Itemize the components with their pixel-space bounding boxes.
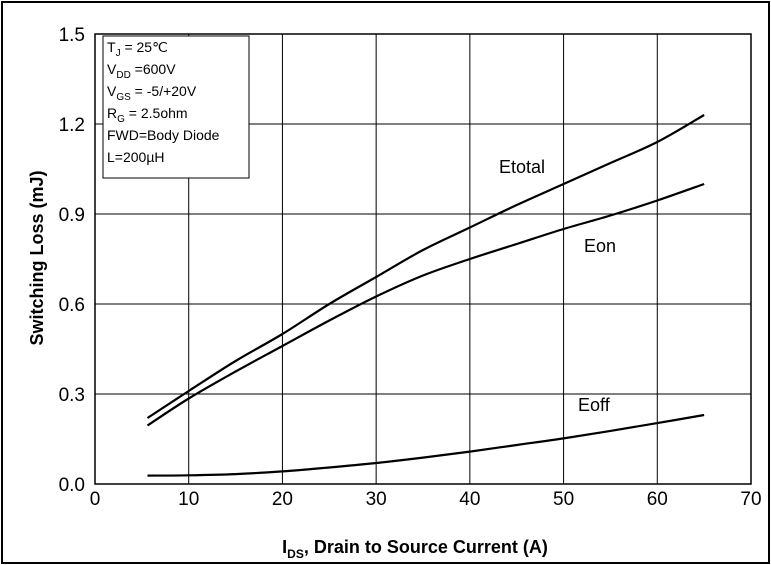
x-axis-title-symbol: I [282,537,287,557]
x-tick-label: 60 [647,489,668,510]
condition-line: L=200µH [107,149,165,165]
condition-line: RG = 2.5ohm [107,105,188,125]
y-tick-label: 1.5 [59,25,85,46]
y-tick-label: 0.6 [59,295,85,316]
series-line-eoff [147,413,705,477]
condition-line: TJ = 25℃ [107,39,168,59]
x-tick-label: 30 [366,489,387,510]
x-tick-label: 70 [740,489,761,510]
series-label-etotal: Etotal [499,157,545,177]
tick-labels: 0 10 20 30 40 50 60 70 0.0 0.3 0.6 0.9 1.2 1.5 [59,25,762,510]
x-tick-label: 10 [178,489,199,510]
series-line-eon [146,182,705,427]
y-tick-label: 0.0 [59,475,85,496]
y-axis-title: Switching Loss (mJ) [27,170,47,345]
condition-line: VDD =600V [107,61,176,81]
y-tick-label: 1.2 [59,115,85,136]
plot-area-border [94,33,752,485]
x-tick-label: 0 [90,489,101,510]
x-tick-label: 50 [553,489,574,510]
x-tick-label: 40 [459,489,480,510]
series-lines: Etotal Eon Eoff [146,114,705,477]
x-axis-title: IDS, Drain to Source Current (A) [282,537,548,561]
y-tick-label: 0.9 [59,205,85,226]
condition-line: FWD=Body Diode [107,127,220,143]
grid-lines [95,34,751,484]
series-line-etotal [146,114,705,419]
x-tick-label: 20 [272,489,293,510]
y-tick-label: 0.3 [59,385,85,406]
series-label-eon: Eon [584,236,616,256]
series-label-eoff: Eoff [578,395,611,415]
x-axis-title-text: , Drain to Source Current (A) [304,537,548,557]
condition-line: VGS = -5/+20V [107,83,197,103]
x-axis-title-subscript: DS [287,547,304,561]
